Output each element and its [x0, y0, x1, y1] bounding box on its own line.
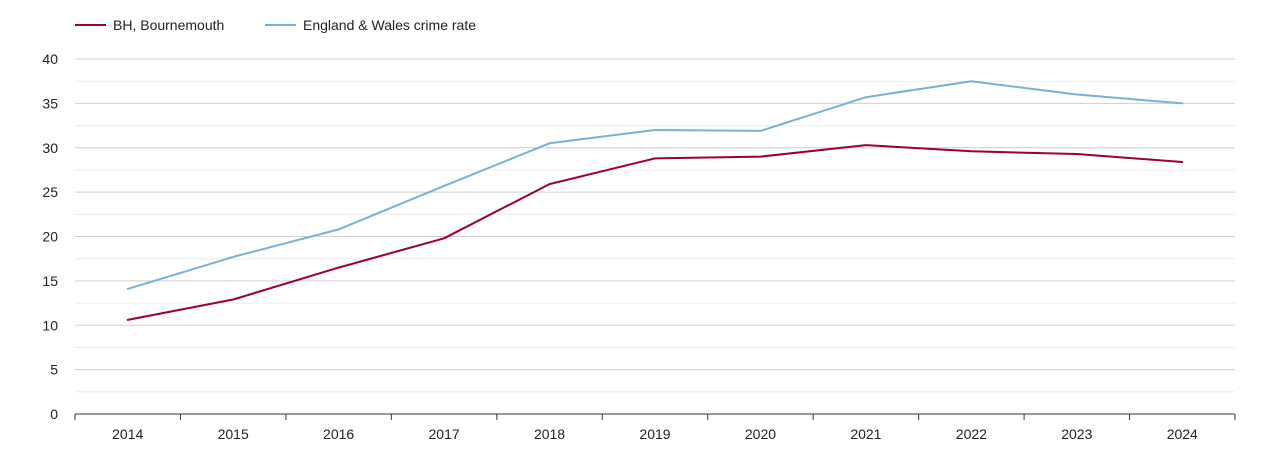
x-tick-label: 2023: [1061, 426, 1092, 442]
chart-series: [126, 80, 1184, 321]
x-tick-label: 2016: [323, 426, 354, 442]
x-tick-label: 2022: [956, 426, 987, 442]
y-axis-ticks: 0 5 10 15 20 25 30 35 40: [42, 51, 58, 422]
x-tick-label: 2017: [429, 426, 460, 442]
x-tick-label: 2020: [745, 426, 776, 442]
y-tick-label: 5: [50, 362, 58, 378]
x-tick-label: 2018: [534, 426, 565, 442]
y-tick-label: 30: [42, 140, 58, 156]
x-tick-label: 2015: [218, 426, 249, 442]
x-tick-label: 2014: [112, 426, 143, 442]
legend-item-bournemouth[interactable]: BH, Bournemouth: [75, 17, 224, 33]
chart-legend: BH, Bournemouth England & Wales crime ra…: [75, 17, 476, 33]
series-line-england-wales-crime-rate[interactable]: [126, 80, 1184, 290]
x-tick-label: 2024: [1167, 426, 1198, 442]
y-tick-label: 0: [50, 406, 58, 422]
legend-label-bournemouth: BH, Bournemouth: [113, 17, 224, 33]
y-tick-label: 35: [42, 95, 58, 111]
series-line-bh-bournemouth[interactable]: [126, 144, 1184, 321]
y-tick-label: 10: [42, 317, 58, 333]
legend-label-england-wales: England & Wales crime rate: [303, 17, 476, 33]
x-axis: 2014 2015 2016 2017 2018 2019 2020 2021 2022 2023…: [74, 413, 1236, 442]
y-tick-label: 25: [42, 184, 58, 200]
y-tick-label: 15: [42, 273, 58, 289]
x-tick-label: 2019: [639, 426, 670, 442]
y-tick-label: 20: [42, 229, 58, 245]
legend-item-england-wales[interactable]: England & Wales crime rate: [265, 17, 476, 33]
x-tick-label: 2021: [850, 426, 881, 442]
y-tick-label: 40: [42, 51, 58, 67]
chart-gridlines: [75, 58, 1235, 393]
